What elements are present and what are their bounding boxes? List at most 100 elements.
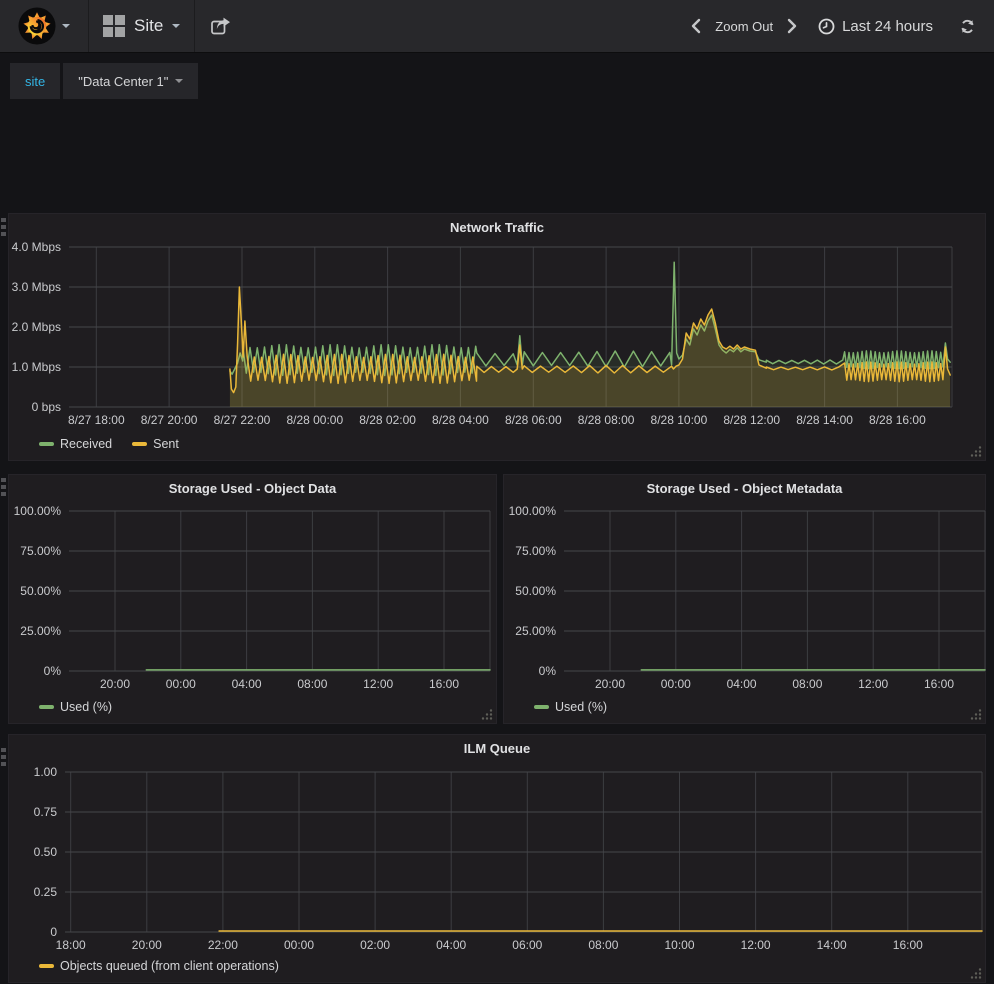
svg-text:12:00: 12:00 — [858, 677, 888, 691]
dashboard-title: Site — [134, 16, 164, 35]
svg-text:20:00: 20:00 — [132, 938, 162, 952]
panel-title[interactable]: Storage Used - Object Metadata — [646, 481, 843, 496]
svg-text:04:00: 04:00 — [232, 677, 262, 691]
svg-text:8/28 12:00: 8/28 12:00 — [723, 413, 780, 427]
svg-text:00:00: 00:00 — [284, 938, 314, 952]
refresh-icon — [961, 19, 974, 33]
share-dashboard-button[interactable] — [195, 0, 247, 52]
svg-text:00:00: 00:00 — [166, 677, 196, 691]
panel-title[interactable]: ILM Queue — [463, 741, 531, 756]
legend-series-marker — [39, 964, 54, 968]
legend-item[interactable]: Used (%) — [39, 700, 112, 714]
legend-item[interactable]: Sent — [132, 437, 179, 451]
refresh-button[interactable] — [959, 18, 976, 35]
grafana-logo-icon — [18, 7, 56, 45]
svg-text:75.00%: 75.00% — [20, 544, 61, 558]
svg-text:8/28 04:00: 8/28 04:00 — [432, 413, 489, 427]
ilm-queue-chart[interactable]: 0 0.25 0.50 0.75 1.00 18:00 20:00 22:00 00:00 02:… — [9, 735, 987, 984]
svg-text:02:00: 02:00 — [360, 938, 390, 952]
svg-text:0: 0 — [50, 925, 57, 939]
svg-text:8/28 10:00: 8/28 10:00 — [651, 413, 708, 427]
panel-resize-handle[interactable] — [970, 967, 982, 979]
grafana-menu-button[interactable] — [0, 0, 89, 52]
svg-text:0%: 0% — [539, 664, 557, 678]
time-range-label: Last 24 hours — [842, 17, 933, 35]
svg-text:10:00: 10:00 — [664, 938, 694, 952]
svg-text:20:00: 20:00 — [100, 677, 130, 691]
panel-resize-handle[interactable] — [481, 708, 493, 720]
svg-text:0.75: 0.75 — [34, 805, 58, 819]
svg-text:00:00: 00:00 — [661, 677, 691, 691]
chart-legend: Received Sent — [39, 437, 179, 451]
svg-text:22:00: 22:00 — [208, 938, 238, 952]
panel-ilm-queue: ILM Queue 0 0.25 0.50 0.75 1.00 18:00 20:00 22:… — [8, 734, 986, 983]
variable-name[interactable]: site — [10, 63, 61, 99]
svg-text:08:00: 08:00 — [297, 677, 327, 691]
svg-text:8/28 02:00: 8/28 02:00 — [359, 413, 416, 427]
svg-text:75.00%: 75.00% — [515, 544, 556, 558]
panel-title[interactable]: Network Traffic — [450, 220, 544, 235]
panel-resize-handle[interactable] — [970, 445, 982, 457]
panel-network-traffic: Network Traffic 0 bps 1.0 Mbps 2.0 Mbps 3.0… — [8, 213, 986, 461]
svg-text:8/27 22:00: 8/27 22:00 — [214, 413, 271, 427]
network-traffic-chart[interactable]: 0 bps 1.0 Mbps 2.0 Mbps 3.0 Mbps 4.0 Mbps 8/2… — [9, 214, 987, 462]
row-drag-handle[interactable] — [1, 748, 7, 770]
svg-text:1.00: 1.00 — [34, 765, 58, 779]
time-shift-right-button[interactable] — [787, 18, 798, 34]
legend-series-label: Used (%) — [555, 700, 608, 714]
template-variable-bar: site "Data Center 1" — [10, 63, 994, 99]
svg-text:16:00: 16:00 — [893, 938, 923, 952]
chart-legend: Used (%) — [534, 700, 607, 714]
svg-text:0%: 0% — [44, 664, 62, 678]
svg-text:04:00: 04:00 — [436, 938, 466, 952]
chevron-left-icon — [692, 18, 701, 34]
variable-value-dropdown[interactable]: "Data Center 1" — [63, 63, 199, 99]
panel-title[interactable]: Storage Used - Object Data — [168, 481, 337, 496]
svg-text:14:00: 14:00 — [817, 938, 847, 952]
panel-storage-object-metadata: Storage Used - Object Metadata 0% 25.00% 5… — [503, 474, 986, 724]
legend-item[interactable]: Objects queued (from client operations) — [39, 959, 279, 973]
svg-text:0.50: 0.50 — [34, 845, 58, 859]
time-shift-left-button[interactable] — [690, 18, 701, 34]
dashboard-grid-icon — [103, 15, 125, 37]
svg-text:04:00: 04:00 — [727, 677, 757, 691]
svg-text:50.00%: 50.00% — [515, 584, 556, 598]
row-drag-handle[interactable] — [1, 218, 7, 240]
zoom-out-button[interactable]: Zoom Out — [715, 18, 774, 34]
storage-object-metadata-chart[interactable]: 0% 25.00% 50.00% 75.00% 100.00% 20:00 00:00 04:… — [504, 475, 987, 725]
legend-item[interactable]: Received — [39, 437, 112, 451]
chart-legend: Used (%) — [39, 700, 112, 714]
svg-text:2.0 Mbps: 2.0 Mbps — [12, 320, 61, 334]
svg-text:8/27 18:00: 8/27 18:00 — [68, 413, 125, 427]
legend-series-marker — [39, 705, 54, 709]
storage-object-data-chart[interactable]: 0% 25.00% 50.00% 75.00% 100.00% 20:00 00:00 04:… — [9, 475, 498, 725]
svg-text:08:00: 08:00 — [588, 938, 618, 952]
time-range-picker[interactable]: Last 24 hours — [818, 18, 933, 35]
svg-text:25.00%: 25.00% — [515, 624, 556, 638]
svg-text:08:00: 08:00 — [792, 677, 822, 691]
dashboard-picker[interactable]: Site — [89, 0, 196, 52]
svg-text:25.00%: 25.00% — [20, 624, 61, 638]
svg-text:18:00: 18:00 — [56, 938, 86, 952]
svg-text:20:00: 20:00 — [595, 677, 625, 691]
legend-series-marker — [534, 705, 549, 709]
legend-series-marker — [132, 442, 148, 446]
svg-text:0 bps: 0 bps — [32, 400, 61, 414]
svg-text:8/28 06:00: 8/28 06:00 — [505, 413, 562, 427]
svg-text:100.00%: 100.00% — [509, 504, 557, 518]
svg-text:8/28 16:00: 8/28 16:00 — [869, 413, 926, 427]
svg-text:100.00%: 100.00% — [14, 504, 62, 518]
row-drag-handle[interactable] — [1, 478, 7, 500]
chevron-down-icon — [172, 24, 181, 28]
chevron-right-icon — [787, 18, 797, 34]
panel-resize-handle[interactable] — [970, 708, 982, 720]
chevron-down-icon — [62, 24, 70, 28]
legend-series-marker — [39, 442, 54, 446]
svg-text:50.00%: 50.00% — [20, 584, 61, 598]
svg-text:0.25: 0.25 — [34, 885, 58, 899]
legend-series-label: Received — [60, 437, 113, 451]
share-icon — [211, 17, 231, 35]
panel-storage-object-data: Storage Used - Object Data 0% 25.00% 50.00… — [8, 474, 497, 724]
legend-item[interactable]: Used (%) — [534, 700, 607, 714]
time-controls: Zoom Out Last 24 hours — [690, 0, 994, 52]
